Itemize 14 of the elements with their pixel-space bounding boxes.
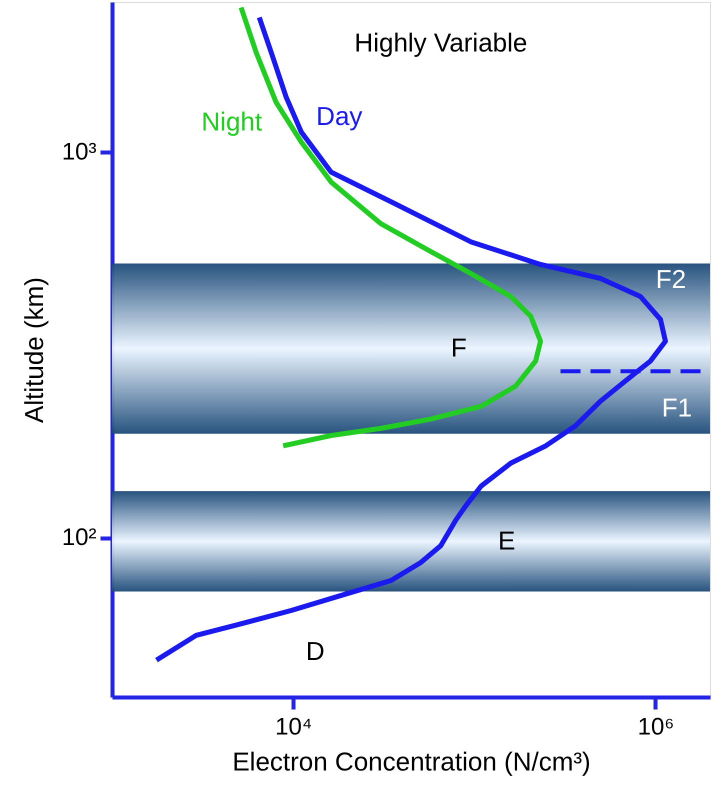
x-tick-label: 10⁴ [275,714,312,740]
y-tick-label: 10³ [62,138,97,166]
annotation: F2 [656,264,686,294]
y-axis-title: Altitude (km) [18,277,49,423]
band-label: F [450,332,467,363]
y-tick-label: 10² [62,524,97,552]
annotation: D [306,636,325,666]
series-label: Day [316,101,362,132]
band-label: E [498,525,516,556]
x-axis-title: Electron Concentration (N/cm³) [232,746,591,776]
x-tick-label: 10⁶ [638,714,674,740]
annotation: Highly Variable [354,28,528,58]
ref-line-label: F1 [662,392,692,422]
series-label: Night [201,106,263,136]
